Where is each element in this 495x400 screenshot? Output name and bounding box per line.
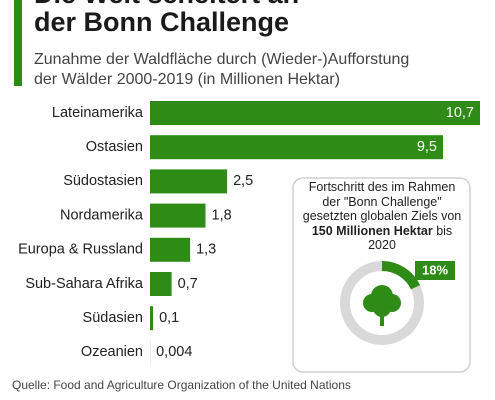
value-label: 0,1 — [159, 310, 179, 326]
value-label: 0,7 — [178, 276, 198, 292]
bar — [150, 203, 206, 228]
value-label: 1,3 — [196, 242, 216, 258]
bar — [150, 101, 480, 125]
subtitle-line: der Wälder 2000-2019 (in Millionen Hekta… — [34, 71, 340, 88]
badge — [415, 261, 455, 280]
inset-text-part: bis 2020 — [368, 223, 453, 253]
value-label: 2,5 — [233, 173, 253, 189]
category-label: Sub-Sahara Afrika — [25, 276, 144, 292]
inset-box — [292, 177, 471, 373]
tree-icon — [363, 285, 401, 326]
value-label: 10,7 — [446, 105, 474, 121]
inset-text-part: Fortschritt des im Rahmen der "Bonn Chal… — [302, 180, 462, 223]
source: Quelle: Food and Agriculture Organizatio… — [12, 378, 351, 392]
bar — [150, 169, 228, 194]
bar — [150, 272, 172, 296]
bar — [150, 135, 443, 160]
inset-text-bold: 150 Millionen Hektar — [311, 223, 433, 238]
category-label: Südasien — [83, 310, 143, 326]
bar — [150, 306, 154, 331]
category-label: Ostasien — [86, 139, 143, 155]
accent-bar — [14, 0, 22, 86]
title-line: der Bonn Challenge — [34, 7, 289, 37]
value-label: 0,004 — [156, 344, 192, 360]
inset-text: Fortschritt des im Rahmen der "Bonn Chal… — [300, 180, 464, 253]
category-label: Nordamerika — [60, 207, 144, 223]
category-label: Europa & Russland — [18, 242, 143, 258]
value-label: 1,8 — [212, 207, 232, 223]
badge-label: 18% — [422, 262, 448, 277]
category-label: Lateinamerika — [52, 105, 144, 121]
bar — [150, 237, 191, 262]
category-label: Südostasien — [63, 173, 143, 189]
subtitle-line: Zunahme der Waldfläche durch (Wieder-)Au… — [34, 51, 409, 68]
donut-progress — [381, 261, 421, 290]
category-label: Ozeanien — [81, 344, 143, 360]
title-line: Die Welt scheitert an — [34, 0, 299, 9]
value-label: 9,5 — [417, 139, 437, 155]
